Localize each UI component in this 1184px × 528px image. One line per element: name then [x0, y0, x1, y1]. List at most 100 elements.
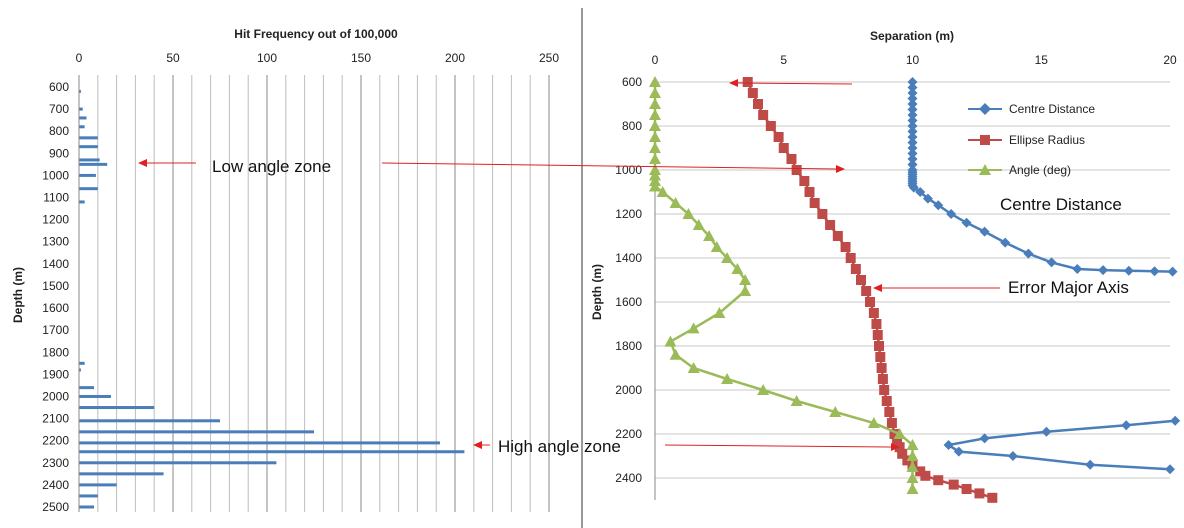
point-ellipse-radius — [875, 352, 886, 362]
point-ellipse-radius — [786, 154, 797, 164]
point-angle-deg — [893, 428, 906, 439]
point-angle-deg — [649, 76, 661, 87]
series-line-centre-distance — [945, 419, 1176, 471]
point-centre-distance — [933, 200, 944, 211]
left-bar — [79, 173, 96, 177]
left-bar — [79, 125, 85, 129]
left-y-tick-label: 2200 — [42, 434, 69, 448]
left-x-tick-labels: 0 50 100 150 200 250 — [76, 51, 560, 65]
left-y-tick-label: 1300 — [42, 235, 69, 249]
point-centre-distance — [907, 154, 918, 164]
left-bar — [79, 441, 440, 445]
point-centre-distance — [907, 99, 918, 109]
point-centre-distance — [907, 148, 918, 159]
left-bar — [79, 494, 98, 498]
point-angle-deg — [739, 274, 752, 285]
right-y-axis-label: Depth (m) — [590, 264, 604, 320]
point-centre-distance — [1149, 266, 1160, 277]
point-angle-deg — [664, 335, 677, 347]
right-y-tick-label: 1200 — [615, 207, 642, 221]
left-bar — [79, 430, 314, 434]
arrow-low-to-right-chart — [381, 162, 845, 173]
left-bar — [79, 461, 277, 465]
label-centre-distance: Centre Distance — [1000, 195, 1122, 214]
legend-label-ellipse-radius: Ellipse Radius — [1009, 133, 1085, 147]
left-y-tick-label: 900 — [49, 146, 69, 160]
left-x-tick-label: 250 — [539, 51, 559, 65]
left-bar — [79, 419, 220, 423]
left-y-tick-label: 1900 — [42, 367, 69, 381]
point-centre-distance — [907, 126, 918, 137]
right-y-tick-label: 1400 — [615, 251, 642, 265]
point-centre-distance — [907, 115, 918, 126]
point-angle-deg — [649, 98, 661, 109]
left-y-tick-label: 1400 — [42, 257, 69, 271]
point-centre-distance — [961, 217, 972, 228]
left-bar — [79, 472, 164, 476]
separation-chart: Separation (m) 0 5 10 15 20 600 800 1000 1200 14… — [590, 29, 1181, 503]
point-angle-deg — [649, 120, 661, 131]
left-y-tick-label: 1800 — [42, 345, 69, 359]
right-x-tick-label: 20 — [1163, 53, 1177, 67]
point-ellipse-radius — [850, 264, 861, 274]
left-y-axis-label: Depth (m) — [11, 267, 25, 323]
arrow-high-to-left-bars — [473, 441, 490, 449]
point-ellipse-radius — [773, 132, 784, 142]
left-y-tick-label: 700 — [49, 102, 69, 116]
point-centre-distance — [907, 121, 918, 131]
left-bar — [79, 107, 83, 111]
point-centre-distance — [922, 193, 933, 204]
arrow-top-ellipse — [729, 79, 853, 87]
point-ellipse-radius — [886, 418, 897, 428]
left-x-tick-label: 100 — [257, 51, 277, 65]
right-x-tick-label: 15 — [1035, 53, 1049, 67]
right-x-tick-labels: 0 5 10 15 20 — [652, 53, 1177, 67]
left-y-tick-labels: 600 700 800 900 1000 1100 1200 1300 1400 1500 1600… — [42, 80, 69, 514]
left-y-tick-label: 600 — [49, 80, 69, 94]
left-bars — [79, 89, 465, 509]
point-angle-deg — [692, 219, 705, 230]
point-centre-distance — [946, 209, 957, 219]
left-bar — [79, 158, 100, 162]
left-bar — [79, 505, 95, 509]
left-bar — [79, 450, 465, 454]
left-y-tick-label: 2500 — [42, 500, 69, 514]
point-angle-deg — [721, 252, 734, 263]
point-ellipse-radius — [778, 143, 789, 153]
point-centre-distance — [907, 143, 918, 153]
point-ellipse-radius — [872, 330, 883, 340]
point-angle-deg — [710, 241, 723, 252]
point-ellipse-radius — [884, 407, 895, 417]
left-x-tick-label: 0 — [76, 51, 83, 65]
point-angle-deg — [656, 186, 669, 197]
point-centre-distance — [979, 226, 990, 237]
point-centre-distance — [943, 440, 954, 450]
left-bar — [79, 145, 98, 149]
left-y-tick-label: 1000 — [42, 168, 69, 182]
point-ellipse-radius — [987, 492, 998, 503]
series-centre-distance — [943, 415, 1181, 475]
point-ellipse-radius — [933, 475, 944, 486]
left-bar — [79, 116, 87, 120]
point-ellipse-radius — [840, 242, 851, 252]
point-angle-deg — [669, 197, 682, 208]
point-centre-distance — [1023, 248, 1034, 259]
series-centre-distance — [907, 77, 1178, 277]
point-centre-distance — [907, 104, 918, 115]
label-error-major-axis: Error Major Axis — [1008, 278, 1129, 297]
point-centre-distance — [1007, 451, 1018, 461]
point-angle-deg — [721, 373, 734, 384]
left-bar — [79, 386, 95, 390]
left-bar — [79, 200, 85, 204]
point-angle-deg — [906, 472, 919, 483]
series-ellipse-radius — [742, 77, 998, 503]
left-bar — [79, 406, 155, 410]
series-angle-deg — [649, 76, 919, 494]
point-ellipse-radius — [961, 484, 972, 494]
point-angle-deg — [906, 439, 919, 450]
point-ellipse-radius — [920, 470, 931, 481]
point-ellipse-radius — [747, 88, 758, 98]
left-y-tick-label: 1600 — [42, 301, 69, 315]
left-y-tick-label: 1100 — [43, 191, 69, 205]
point-ellipse-radius — [817, 209, 828, 219]
